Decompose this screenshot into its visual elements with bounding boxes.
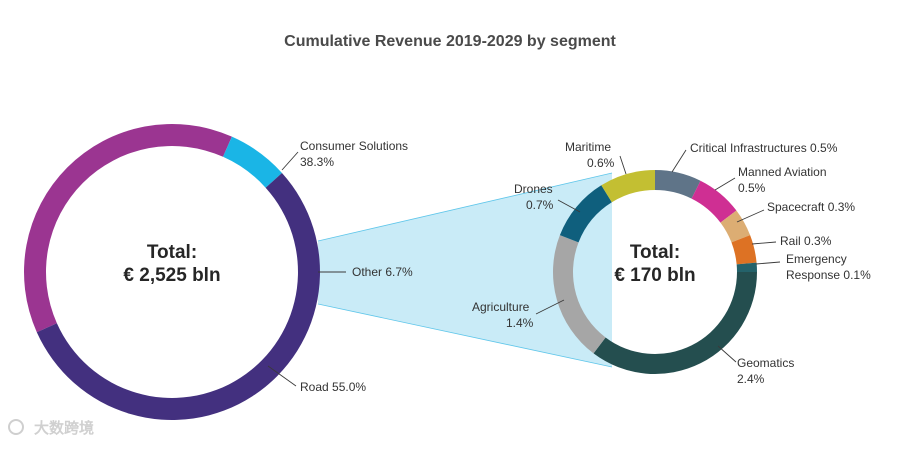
label-spacecraft-value: 0.3% — [828, 200, 856, 214]
label-critical-text: Critical Infrastructures 0.5% — [690, 141, 838, 155]
label-rail: Rail 0.3% — [751, 234, 832, 248]
detail-total-value: € 170 bln — [614, 265, 695, 286]
label-agriculture-value: 1.4% — [506, 316, 534, 330]
label-rail-value: 0.3% — [804, 234, 832, 248]
label-critical: Critical Infrastructures 0.5% — [671, 141, 838, 173]
leader-agriculture — [535, 299, 565, 315]
main-total-label: Total: — [147, 242, 197, 263]
main-slice-road — [36, 172, 321, 421]
detail-slice-rail — [731, 235, 757, 265]
leader-drones — [557, 199, 581, 213]
label-geomatics-name: Geomatics — [737, 356, 794, 370]
label-rail-name: Rail — [780, 234, 801, 248]
connector-bottom-line — [317, 303, 613, 368]
label-agriculture: Agriculture 1.4% — [472, 299, 565, 330]
label-road-text: Road 55.0% — [300, 380, 366, 394]
label-agriculture-name: Agriculture — [472, 300, 530, 314]
label-maritime-value: 0.6% — [587, 156, 615, 170]
label-manned-name: Manned Aviation — [738, 165, 827, 179]
detail-slice-critical — [655, 170, 701, 199]
label-other: Other 6.7% — [318, 265, 413, 279]
detail-donut — [552, 170, 757, 375]
label-other-value: 6.7% — [385, 265, 413, 279]
label-emergency-line2: Response 0.1% — [786, 268, 871, 282]
label-drones-value: 0.7% — [526, 198, 554, 212]
label-critical-value: 0.5% — [810, 141, 838, 155]
watermark-logo-icon — [8, 419, 24, 435]
label-spacecraft-text: Spacecraft 0.3% — [767, 200, 855, 214]
label-geomatics: Geomatics 2.4% — [717, 345, 794, 386]
detail-slice-emergency — [736, 262, 757, 272]
main-slice-other — [223, 136, 282, 188]
main-donut — [24, 124, 321, 421]
label-rail-text: Rail 0.3% — [780, 234, 832, 248]
label-emergency-value: 0.1% — [843, 268, 871, 282]
label-critical-name: Critical Infrastructures — [690, 141, 807, 155]
label-road-name: Road — [300, 380, 329, 394]
leader-consumer — [281, 151, 299, 171]
other-connector — [318, 173, 612, 367]
label-maritime-name: Maritime — [565, 140, 611, 154]
detail-slice-maritime — [601, 170, 655, 203]
label-geomatics-value: 2.4% — [737, 372, 765, 386]
label-road: Road 55.0% — [267, 365, 366, 394]
detail-total-label: Total: — [630, 242, 680, 263]
detail-slice-agriculture — [552, 235, 606, 354]
label-spacecraft-name: Spacecraft — [767, 200, 825, 214]
label-drones: Drones 0.7% — [514, 182, 581, 213]
leader-manned — [714, 177, 736, 191]
label-consumer-value: 38.3% — [300, 155, 334, 169]
label-manned-value: 0.5% — [738, 181, 766, 195]
label-maritime: Maritime 0.6% — [565, 140, 627, 175]
main-total-value: € 2,525 bln — [123, 265, 220, 286]
chart-title: Cumulative Revenue 2019-2029 by segment — [284, 33, 616, 50]
label-other-text: Other 6.7% — [352, 265, 413, 279]
detail-slice-drones — [559, 185, 612, 243]
detail-slice-manned — [691, 180, 737, 223]
label-emergency-response: Emergency Response 0.1% — [755, 252, 871, 282]
leader-spacecraft — [736, 209, 765, 223]
label-road-value: 55.0% — [332, 380, 366, 394]
leader-emergency — [755, 261, 781, 265]
label-consumer-name: Consumer Solutions — [300, 139, 408, 153]
label-emergency-line1: Emergency — [786, 252, 847, 266]
label-spacecraft: Spacecraft 0.3% — [736, 200, 855, 223]
label-drones-name: Drones — [514, 182, 553, 196]
watermark-text: 大数跨境 — [34, 419, 94, 437]
label-manned-aviation: Manned Aviation 0.5% — [714, 165, 827, 195]
label-consumer-solutions: Consumer Solutions 38.3% — [281, 139, 408, 171]
leader-critical — [671, 149, 687, 173]
detail-slice-spacecraft — [720, 210, 751, 243]
main-slice-consumer — [24, 124, 232, 333]
leader-road — [267, 365, 297, 387]
connector-top-line — [317, 172, 613, 242]
leader-rail — [751, 241, 777, 245]
label-other-name: Other — [352, 265, 382, 279]
leader-maritime — [619, 155, 627, 175]
leader-geomatics — [717, 345, 737, 363]
label-emergency-name-line2: Response — [786, 268, 840, 282]
watermark: 大数跨境 — [8, 419, 94, 437]
detail-slice-geomatics — [593, 272, 757, 375]
